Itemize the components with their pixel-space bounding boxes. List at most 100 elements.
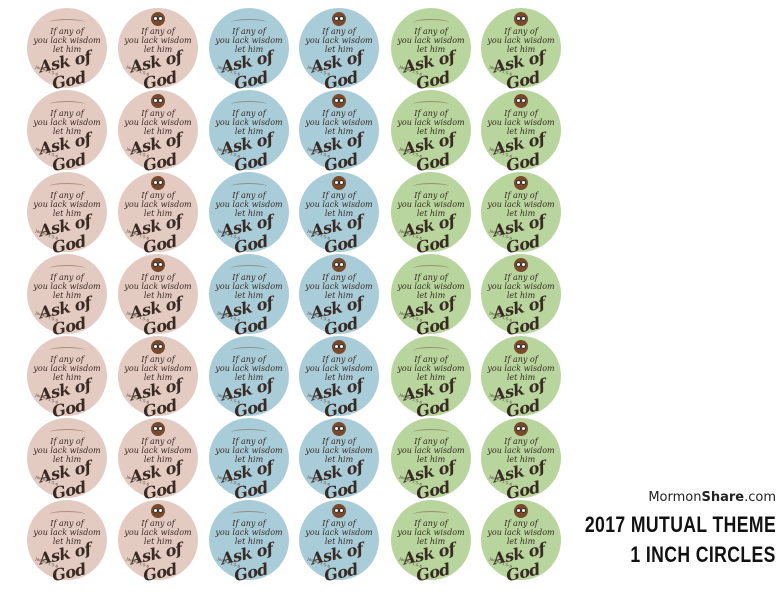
- sticker-circle: If any of you lack wisdom let him Ask of Go…: [481, 172, 561, 257]
- line1: If any of: [414, 437, 448, 446]
- sticker-text: If any of you lack wisdom let him: [118, 27, 198, 54]
- line1: If any of: [322, 109, 356, 118]
- line3: let him: [416, 455, 446, 464]
- line1: If any of: [504, 27, 538, 36]
- sticker-circle: If any of you lack wisdom let him Ask of Go…: [118, 254, 198, 339]
- line3: let him: [506, 455, 536, 464]
- line2: you lack wisdom: [487, 282, 555, 291]
- line2: you lack wisdom: [305, 446, 373, 455]
- sticker-text: If any of you lack wisdom let him: [299, 109, 379, 136]
- line3: let him: [234, 291, 264, 300]
- owl-icon: [514, 422, 528, 436]
- flourish-icon: [413, 347, 449, 354]
- line1: If any of: [414, 109, 448, 118]
- line3: let him: [234, 127, 264, 136]
- sticker-circle: If any of you lack wisdom let him Ask of Go…: [27, 418, 107, 503]
- owl-icon: [151, 94, 165, 108]
- line3: let him: [324, 45, 354, 54]
- line3: let him: [143, 209, 173, 218]
- title-line-2: 1 INCH CIRCLES: [630, 542, 776, 567]
- flourish-icon: [413, 101, 449, 108]
- sticker-circle: If any of you lack wisdom let him Ask of Go…: [299, 336, 379, 421]
- sticker-text: If any of you lack wisdom let him: [481, 273, 561, 300]
- line3: let him: [143, 537, 173, 546]
- line1: If any of: [141, 27, 175, 36]
- sticker-circle: If any of you lack wisdom let him Ask of Go…: [481, 500, 561, 585]
- line1: If any of: [504, 273, 538, 282]
- line1: If any of: [322, 191, 356, 200]
- owl-icon: [514, 94, 528, 108]
- sticker-text: If any of you lack wisdom let him: [27, 437, 107, 464]
- line1: If any of: [141, 519, 175, 528]
- line1: If any of: [232, 273, 266, 282]
- sticker-circle: If any of you lack wisdom let him Ask of Go…: [209, 500, 289, 585]
- sticker-circle: If any of you lack wisdom let him Ask of Go…: [481, 90, 561, 175]
- flourish-icon: [231, 265, 267, 272]
- sticker-text: If any of you lack wisdom let him: [27, 109, 107, 136]
- sticker-circle: If any of you lack wisdom let him Ask of Go…: [299, 172, 379, 257]
- line3: let him: [234, 455, 264, 464]
- line2: you lack wisdom: [305, 528, 373, 537]
- line3: let him: [52, 291, 82, 300]
- flourish-icon: [413, 429, 449, 436]
- owl-icon: [332, 176, 346, 190]
- sticker-text: If any of you lack wisdom let him: [27, 27, 107, 54]
- line1: If any of: [504, 437, 538, 446]
- sticker-text: If any of you lack wisdom let him: [299, 437, 379, 464]
- flourish-icon: [49, 183, 85, 190]
- sticker-text: If any of you lack wisdom let him: [209, 519, 289, 546]
- line2: you lack wisdom: [33, 118, 101, 127]
- sticker-circle: If any of you lack wisdom let him Ask of Go…: [209, 418, 289, 503]
- sticker-circle: If any of you lack wisdom let him Ask of Go…: [118, 172, 198, 257]
- line2: you lack wisdom: [33, 528, 101, 537]
- owl-icon: [332, 94, 346, 108]
- line2: you lack wisdom: [305, 282, 373, 291]
- line2: you lack wisdom: [33, 200, 101, 209]
- line2: you lack wisdom: [397, 364, 465, 373]
- sticker-circle: If any of you lack wisdom let him Ask of Go…: [118, 90, 198, 175]
- line1: If any of: [322, 355, 356, 364]
- sticker-circle: If any of you lack wisdom let him Ask of Go…: [391, 336, 471, 421]
- line2: you lack wisdom: [487, 118, 555, 127]
- sticker-text: If any of you lack wisdom let him: [481, 191, 561, 218]
- line2: you lack wisdom: [215, 364, 283, 373]
- flourish-icon: [49, 511, 85, 518]
- sticker-circle: If any of you lack wisdom let him Ask of Go…: [481, 8, 561, 93]
- line1: If any of: [141, 355, 175, 364]
- line3: let him: [324, 209, 354, 218]
- flourish-icon: [231, 429, 267, 436]
- sticker-text: If any of you lack wisdom let him: [118, 191, 198, 218]
- sticker-text: If any of you lack wisdom let him: [27, 519, 107, 546]
- owl-icon: [332, 12, 346, 26]
- line1: If any of: [141, 273, 175, 282]
- owl-icon: [151, 176, 165, 190]
- sticker-text: If any of you lack wisdom let him: [391, 519, 471, 546]
- owl-icon: [151, 504, 165, 518]
- line1: If any of: [232, 355, 266, 364]
- flourish-icon: [231, 101, 267, 108]
- sticker-circle: If any of you lack wisdom let him Ask of Go…: [391, 8, 471, 93]
- line1: If any of: [141, 191, 175, 200]
- sticker-circle: If any of you lack wisdom let him Ask of Go…: [391, 90, 471, 175]
- sticker-text: If any of you lack wisdom let him: [209, 437, 289, 464]
- sticker-text: If any of you lack wisdom let him: [27, 273, 107, 300]
- sticker-text: If any of you lack wisdom let him: [391, 191, 471, 218]
- line1: If any of: [504, 519, 538, 528]
- line3: let him: [506, 373, 536, 382]
- line3: let him: [416, 45, 446, 54]
- sticker-circle: If any of you lack wisdom let him Ask of Go…: [209, 336, 289, 421]
- sticker-circle: If any of you lack wisdom let him Ask of Go…: [391, 500, 471, 585]
- sticker-text: If any of you lack wisdom let him: [209, 109, 289, 136]
- sticker-text: If any of you lack wisdom let him: [118, 109, 198, 136]
- line1: If any of: [322, 27, 356, 36]
- flourish-icon: [231, 183, 267, 190]
- line2: you lack wisdom: [397, 118, 465, 127]
- owl-icon: [514, 504, 528, 518]
- sticker-circle: If any of you lack wisdom let him Ask of Go…: [481, 336, 561, 421]
- line3: let him: [506, 45, 536, 54]
- sticker-circle: If any of you lack wisdom let him Ask of Go…: [118, 418, 198, 503]
- line1: If any of: [232, 437, 266, 446]
- line3: let him: [234, 209, 264, 218]
- sticker-text: If any of you lack wisdom let him: [391, 273, 471, 300]
- line1: If any of: [414, 273, 448, 282]
